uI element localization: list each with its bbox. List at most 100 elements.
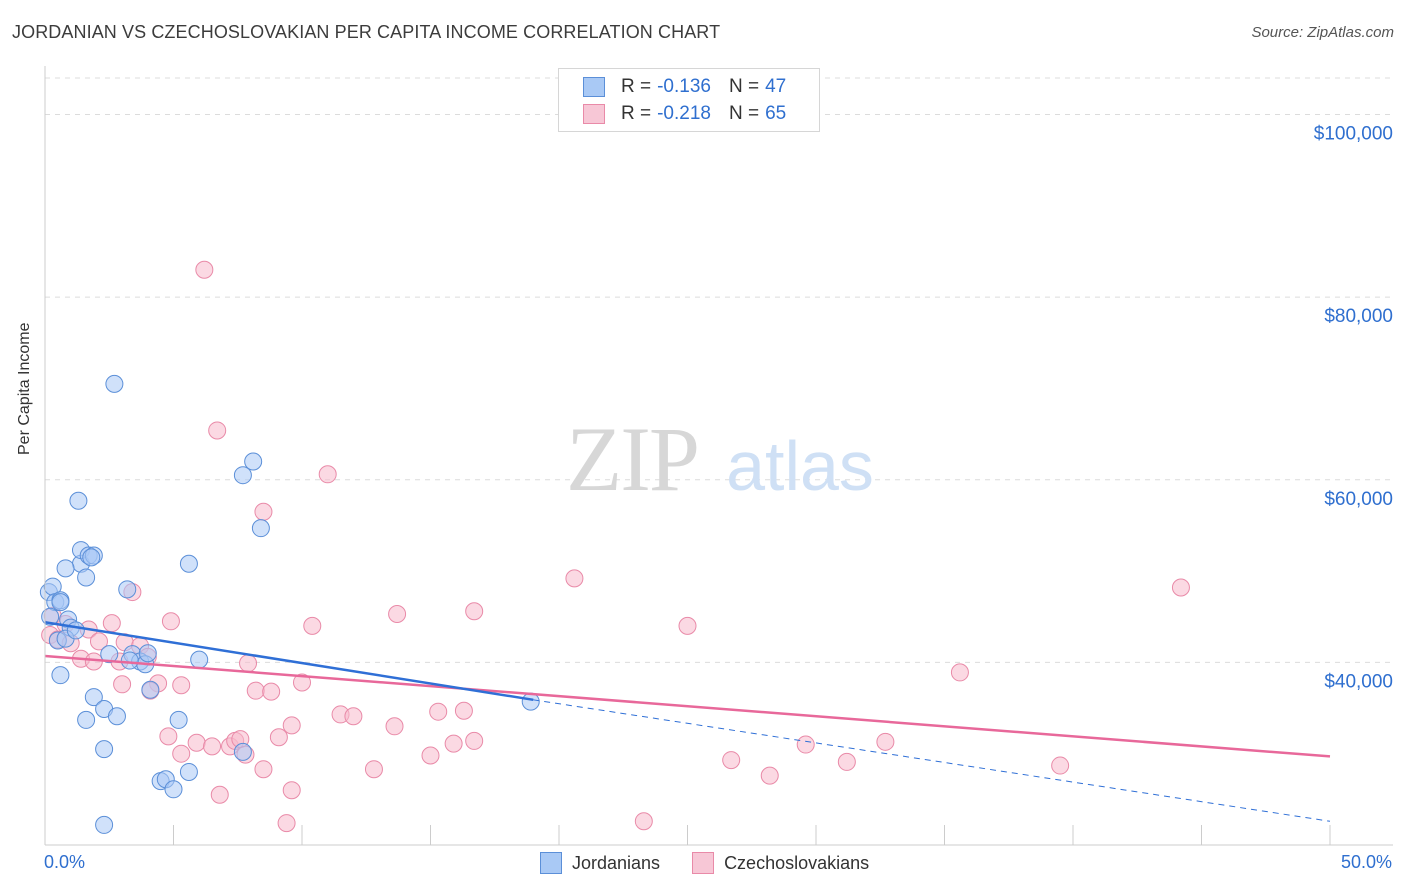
legend-label-czechoslovakians: Czechoslovakians bbox=[724, 852, 870, 873]
czechoslovakian-point bbox=[269, 728, 288, 747]
czechoslovakian-point bbox=[429, 702, 448, 721]
czechoslovakian-point bbox=[172, 676, 191, 695]
jordanian-point bbox=[107, 707, 126, 726]
jordanian-point bbox=[100, 645, 119, 664]
jordanian-point bbox=[120, 651, 139, 670]
x-tick-min: 0.0% bbox=[44, 852, 86, 872]
x-tick-max: 50.0% bbox=[1340, 852, 1392, 872]
jordanian-point bbox=[41, 607, 60, 626]
czechoslovakian-point bbox=[293, 673, 311, 692]
jordanian-point bbox=[118, 580, 137, 599]
jordanian-point bbox=[179, 554, 198, 573]
czechoslovakian-point bbox=[187, 733, 206, 752]
legend-item-czechoslovakians[interactable]: Czechoslovakians bbox=[692, 852, 869, 874]
czechoslovakian-trend-line bbox=[44, 654, 1331, 758]
stats-legend: R = -0.136 N = 47 R = -0.218 N = 65 bbox=[558, 68, 820, 132]
czechoslovakian-point bbox=[262, 682, 281, 701]
chart-title: JORDANIAN VS CZECHOSLOVAKIAN PER CAPITA … bbox=[12, 22, 721, 42]
jordanian-point bbox=[190, 650, 209, 669]
r-label: R = bbox=[621, 76, 652, 97]
czechoslovakian-point bbox=[364, 760, 383, 779]
y-tick-label: $60,000 bbox=[1324, 489, 1393, 510]
r-value-czechoslovakians: -0.218 bbox=[657, 103, 711, 124]
watermark-atlas: atlas bbox=[726, 427, 874, 505]
czechoslovakian-point bbox=[89, 632, 108, 651]
legend-row-jordanians: R = -0.136 N = 47 bbox=[583, 75, 786, 99]
jordanian-point bbox=[244, 452, 263, 471]
czechoslovakian-point bbox=[465, 602, 484, 621]
grid-layer bbox=[45, 77, 1393, 663]
czechoslovakian-point bbox=[454, 701, 473, 720]
jordanian-trend-extension bbox=[533, 699, 1331, 822]
jordanian-point bbox=[82, 548, 101, 567]
jordanian-point bbox=[141, 680, 160, 699]
legend-row-czechoslovakians: R = -0.218 N = 65 bbox=[583, 102, 786, 126]
czechoslovakian-point bbox=[1051, 756, 1070, 775]
jordanian-point bbox=[169, 710, 188, 729]
y-axis-label: Per Capita Income bbox=[16, 322, 33, 455]
jordanian-swatch bbox=[583, 77, 605, 97]
y-tick-label: $40,000 bbox=[1324, 671, 1393, 692]
czechoslovakian-point bbox=[282, 781, 301, 800]
jordanian-point bbox=[56, 559, 75, 578]
czechoslovakian-point bbox=[282, 716, 301, 735]
czechoslovakian-point bbox=[388, 604, 407, 623]
jordanian-trend-line bbox=[44, 620, 534, 702]
jordanian-point bbox=[77, 710, 96, 729]
jordanian-point bbox=[105, 374, 124, 393]
czechoslovakian-point bbox=[444, 734, 463, 753]
czechoslovakian-point bbox=[421, 746, 440, 765]
czechoslovakian-point bbox=[254, 502, 273, 521]
r-value-jordanians: -0.136 bbox=[657, 76, 711, 97]
czechoslovakian-point bbox=[634, 812, 653, 831]
jordanian-point bbox=[77, 568, 96, 587]
jordanian-point bbox=[251, 519, 270, 538]
jordanian-point bbox=[233, 742, 252, 761]
jordanian-point bbox=[51, 666, 70, 685]
czechoslovakian-point bbox=[950, 663, 969, 682]
watermark-zip: ZIP bbox=[566, 408, 698, 510]
jordanian-point bbox=[95, 740, 114, 759]
czechoslovakian-swatch bbox=[583, 104, 605, 124]
axis-layer: $40,000 $60,000 $80,000 $100,000 bbox=[44, 66, 1393, 846]
n-label: N = bbox=[728, 103, 760, 124]
czechoslovakian-point bbox=[465, 731, 484, 750]
n-value-jordanians: 47 bbox=[765, 76, 787, 97]
legend-label-jordanians: Jordanians bbox=[572, 852, 661, 873]
czechoslovakian-point bbox=[102, 614, 121, 633]
czechoslovakian-point bbox=[239, 654, 258, 673]
czechoslovakian-point bbox=[210, 785, 229, 804]
czechoslovakian-point bbox=[113, 675, 132, 694]
czechoslovakian-point bbox=[385, 717, 404, 736]
czechoslovakian-point bbox=[1171, 578, 1190, 597]
czechoslovakian-swatch bbox=[692, 852, 715, 874]
jordanian-point bbox=[69, 491, 88, 510]
jordanian-point bbox=[521, 692, 540, 711]
czechoslovakian-point bbox=[161, 612, 180, 631]
czechoslovakian-point bbox=[203, 737, 222, 756]
czechoslovakian-point bbox=[678, 616, 697, 635]
n-label: N = bbox=[728, 76, 760, 97]
y-tick-label: $80,000 bbox=[1324, 306, 1393, 327]
series-legend: Jordanians Czechoslovakians bbox=[540, 852, 901, 874]
jordanian-point bbox=[84, 688, 103, 707]
n-value-czechoslovakians: 65 bbox=[765, 103, 787, 124]
czechoslovakian-point bbox=[722, 751, 741, 770]
czechoslovakian-point bbox=[796, 735, 815, 754]
jordanian-point bbox=[164, 780, 183, 799]
czechoslovakian-point bbox=[303, 616, 322, 635]
czechoslovakian-point bbox=[254, 760, 273, 779]
jordanian-swatch bbox=[540, 852, 562, 874]
legend-item-jordanians[interactable]: Jordanians bbox=[540, 852, 660, 874]
czechoslovakian-point bbox=[195, 260, 214, 279]
czechoslovakian-point bbox=[277, 814, 296, 833]
jordanian-point bbox=[66, 621, 85, 640]
jordanian-point bbox=[233, 466, 252, 485]
czechoslovakian-point bbox=[565, 569, 584, 588]
y-tick-label: $100,000 bbox=[1314, 124, 1393, 145]
r-label: R = bbox=[621, 103, 652, 124]
czechoslovakian-point bbox=[344, 707, 363, 726]
czechoslovakian-point bbox=[876, 732, 895, 751]
jordanian-point bbox=[138, 644, 157, 663]
